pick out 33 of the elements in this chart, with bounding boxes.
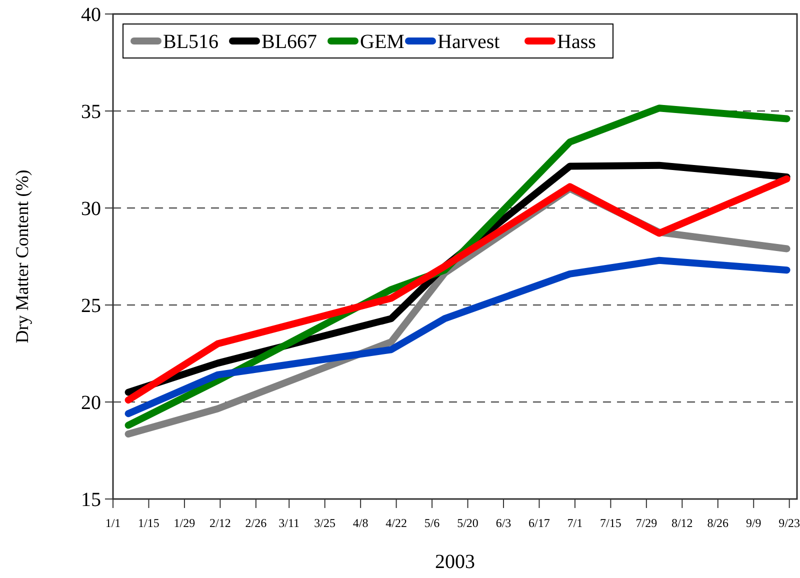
x-tick-label: 1/1 — [105, 516, 121, 530]
x-tick-label: 6/3 — [496, 516, 512, 530]
legend-label: Harvest — [438, 31, 500, 53]
y-tick-label: 35 — [81, 101, 101, 123]
y-tick-label: 30 — [81, 198, 101, 220]
y-tick-label: 15 — [81, 489, 101, 511]
x-tick-label: 2/12 — [210, 516, 231, 530]
x-tick-label: 4/8 — [352, 516, 368, 530]
x-tick-label: 5/20 — [457, 516, 478, 530]
x-tick-label: 4/22 — [386, 516, 407, 530]
x-tick-label: 1/15 — [138, 516, 160, 530]
y-tick-label: 20 — [81, 392, 101, 414]
y-tick-label: 40 — [81, 4, 101, 26]
y-axis-title: Dry Matter Content (%) — [12, 170, 32, 344]
x-axis-title: 2003 — [435, 551, 475, 573]
x-tick-label: 8/26 — [707, 516, 729, 530]
x-tick-label: 5/6 — [424, 516, 440, 530]
y-tick-label: 25 — [81, 295, 101, 317]
x-tick-label: 9/9 — [746, 516, 762, 530]
x-tick-label: 7/15 — [600, 516, 622, 530]
x-tick-label: 7/1 — [567, 516, 583, 530]
x-tick-label: 2/26 — [245, 516, 267, 530]
x-tick-label: 7/29 — [636, 516, 658, 530]
x-tick-label: 3/11 — [278, 516, 300, 530]
x-tick-label: 6/17 — [528, 516, 550, 530]
x-tick-label: 9/23 — [778, 516, 800, 530]
x-tick-label: 1/29 — [174, 516, 196, 530]
legend-label: BL667 — [262, 31, 318, 53]
legend-label: BL516 — [163, 31, 219, 53]
legend-label: Hass — [557, 31, 596, 53]
x-tick-label: 8/12 — [671, 516, 693, 530]
legend-label: GEM — [360, 31, 405, 53]
x-tick-label: 3/25 — [314, 516, 336, 530]
